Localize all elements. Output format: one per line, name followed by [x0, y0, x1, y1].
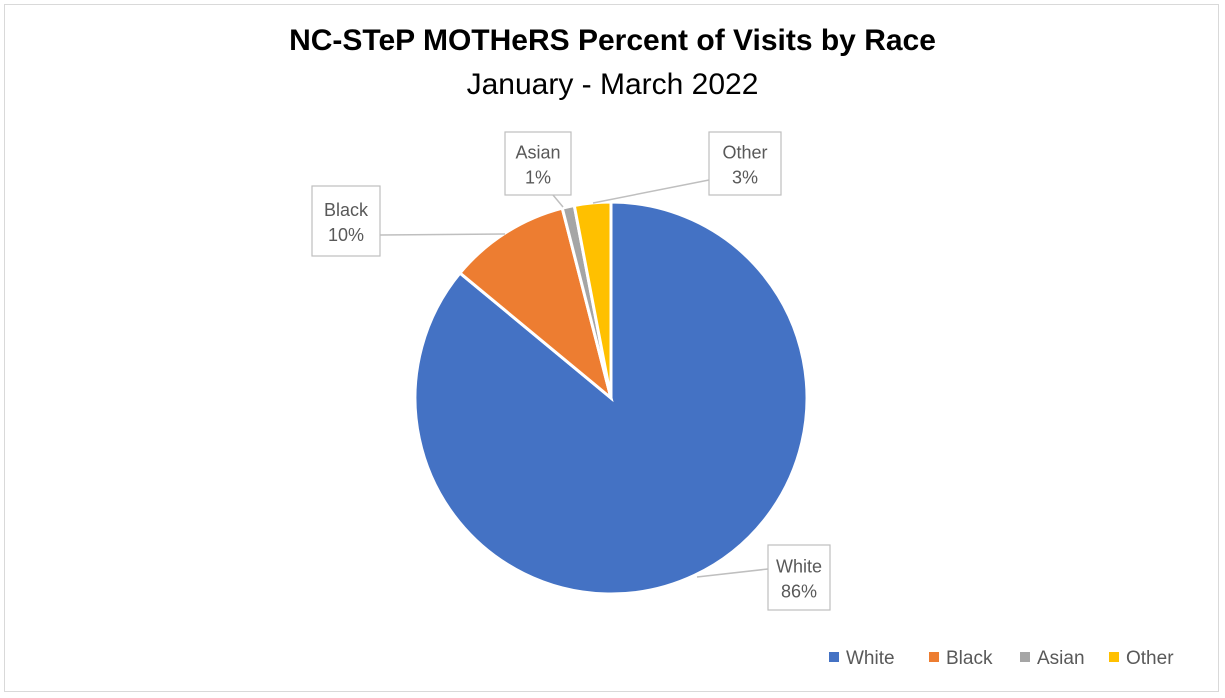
callout-label-white: White [776, 557, 822, 577]
legend-swatch-asian [1020, 652, 1030, 662]
callout-label-other: Other [722, 143, 767, 163]
leader-line-white [696, 568, 769, 578]
callout-value-asian: 1% [525, 168, 551, 188]
callout-box-other [708, 131, 782, 196]
legend-item-black: Black [929, 648, 993, 669]
callout-label-asian: Asian [515, 143, 560, 163]
leader-line-asian [552, 194, 564, 208]
legend-item-white: White [829, 648, 895, 669]
callout-value-white: 86% [781, 582, 817, 602]
callout-box-white [767, 544, 831, 611]
chart-subtitle: January - March 2022 [466, 68, 759, 101]
legend-label-other: Other [1126, 648, 1174, 669]
pie-slice-other [572, 200, 613, 399]
legend-label-black: Black [946, 648, 993, 669]
callout-asian: Asian 1% [504, 131, 572, 196]
callout-value-black: 10% [328, 225, 364, 245]
pie-slices [413, 200, 809, 596]
legend-swatch-white [829, 652, 839, 662]
callout-white: White 86% [767, 544, 831, 611]
chart-title: NC-STeP MOTHeRS Percent of Visits by Rac… [289, 24, 936, 57]
callout-black: Black 10% [311, 185, 381, 257]
leader-line-black [379, 233, 506, 236]
callout-value-other: 3% [732, 168, 758, 188]
callout-box-black [311, 185, 381, 257]
legend-label-asian: Asian [1037, 648, 1085, 669]
leader-line-other [592, 179, 710, 204]
legend-label-white: White [846, 648, 895, 669]
data-callouts: White 86% Black 10% Asian 1% Other 3% [311, 131, 831, 611]
callout-box-asian [504, 131, 572, 196]
legend-swatch-black [929, 652, 939, 662]
callout-label-black: Black [324, 200, 369, 220]
callout-other: Other 3% [708, 131, 782, 196]
leader-lines [379, 179, 769, 578]
legend-item-other: Other [1109, 648, 1174, 669]
legend: White Black Asian Other [829, 648, 1174, 669]
legend-item-asian: Asian [1020, 648, 1085, 669]
legend-swatch-other [1109, 652, 1119, 662]
